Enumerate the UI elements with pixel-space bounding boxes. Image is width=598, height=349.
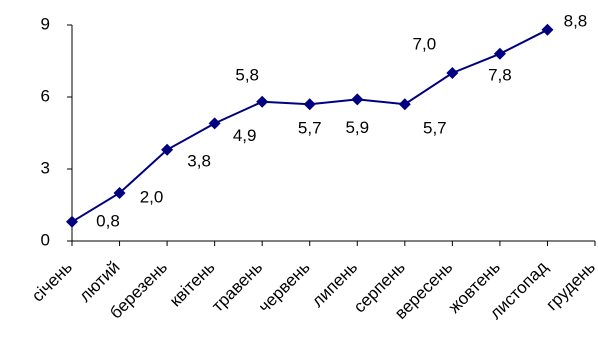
data-point bbox=[66, 215, 78, 228]
x-tick-label: червень bbox=[255, 257, 314, 316]
data-label: 5,7 bbox=[423, 119, 447, 138]
data-label: 3,8 bbox=[187, 151, 211, 170]
data-label: 4,9 bbox=[233, 126, 257, 145]
data-point bbox=[161, 143, 174, 156]
data-label: 5,8 bbox=[235, 65, 259, 84]
data-label: 8,8 bbox=[564, 11, 588, 30]
data-point bbox=[208, 117, 221, 130]
data-point bbox=[493, 47, 506, 60]
data-point bbox=[303, 98, 316, 111]
y-tick-label: 9 bbox=[41, 14, 50, 33]
y-tick-label: 3 bbox=[41, 158, 50, 177]
data-point bbox=[398, 98, 411, 111]
data-point bbox=[351, 93, 364, 106]
y-tick-label: 6 bbox=[41, 86, 50, 105]
data-point bbox=[113, 187, 126, 199]
data-label: 0,8 bbox=[96, 211, 120, 230]
data-label: 5,7 bbox=[298, 119, 322, 138]
data-label: 7,8 bbox=[488, 65, 512, 84]
x-tick-label: грудень bbox=[542, 257, 598, 314]
y-tick-label: 0 bbox=[41, 230, 50, 249]
x-tick-label: січень bbox=[28, 257, 76, 305]
data-point bbox=[256, 95, 269, 108]
data-point bbox=[446, 67, 459, 79]
data-label: 5,9 bbox=[345, 118, 369, 137]
data-label: 7,0 bbox=[413, 34, 437, 53]
data-label: 2,0 bbox=[140, 187, 164, 206]
data-point bbox=[541, 23, 554, 36]
